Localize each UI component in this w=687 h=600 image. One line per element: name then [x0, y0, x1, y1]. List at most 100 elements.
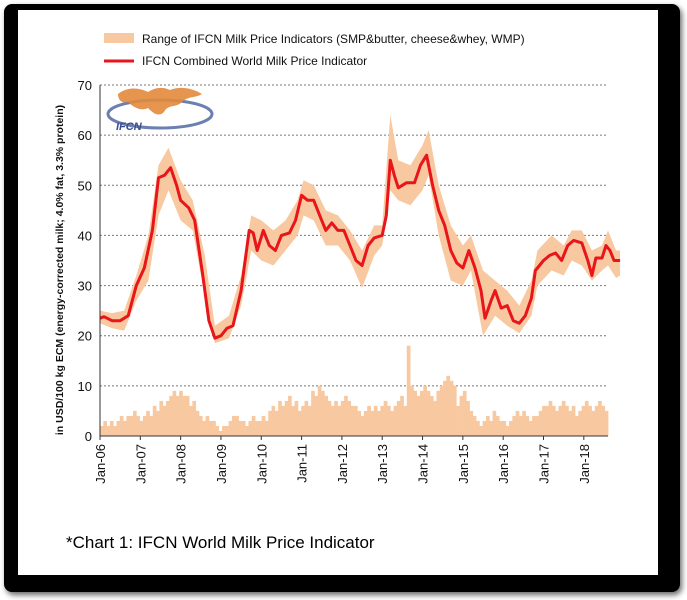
- range-width-bar: [218, 430, 223, 436]
- range-width-bar: [588, 405, 592, 436]
- combined-price-line: [99, 153, 621, 340]
- range-width-bar: [575, 415, 579, 436]
- range-width-bar: [268, 410, 272, 436]
- range-width-bar: [314, 395, 319, 436]
- range-width-bar: [337, 405, 342, 436]
- range-width-bar: [208, 420, 213, 436]
- range-width-bar: [264, 420, 269, 436]
- range-width-bar: [321, 390, 325, 436]
- range-width-bar: [436, 390, 441, 436]
- range-width-bar: [601, 405, 606, 436]
- range-width-bar: [103, 420, 107, 436]
- x-tick-label: Jan-06: [93, 444, 108, 484]
- range-width-bar: [245, 425, 249, 436]
- y-tick-label: 50: [78, 178, 92, 193]
- legend: Range of IFCN Milk Price Indicators (SMP…: [104, 32, 525, 68]
- range-width-bar: [568, 410, 573, 436]
- range-width-bar: [390, 410, 394, 436]
- range-width-bar: [578, 410, 583, 436]
- range-width-bar: [129, 415, 134, 436]
- range-width-bar: [558, 405, 563, 436]
- ifcn-logo: IFCN: [106, 87, 214, 133]
- range-width-bar: [403, 405, 408, 436]
- range-width-bar: [423, 385, 427, 436]
- range-width-bar: [528, 420, 533, 436]
- range-width-bar: [347, 400, 352, 436]
- range-width-bar: [469, 410, 474, 436]
- legend-line-label: IFCN Combined World Milk Price Indicator: [142, 54, 367, 68]
- range-width-bar: [499, 420, 503, 436]
- range-width-bar: [189, 405, 193, 436]
- range-width-bar: [324, 395, 329, 436]
- range-width-bar: [334, 400, 338, 436]
- range-width-bar: [301, 405, 305, 436]
- range-width-bar: [255, 420, 259, 436]
- range-width-bar: [274, 410, 279, 436]
- range-width-bar: [271, 405, 276, 436]
- range-width-bar: [248, 420, 253, 436]
- legend-range-swatch: [104, 33, 134, 43]
- range-width-bar: [195, 410, 200, 436]
- range-width-bar: [542, 405, 546, 436]
- range-width-bar: [505, 425, 510, 436]
- range-width-bar: [495, 415, 500, 436]
- range-width-bar: [393, 405, 398, 436]
- range-width-bar: [594, 405, 599, 436]
- range-width-bar: [532, 415, 536, 436]
- range-width-bar: [429, 395, 434, 436]
- y-tick-label: 60: [78, 128, 92, 143]
- x-tick-label: Jan-13: [375, 444, 390, 484]
- range-width-bar: [360, 415, 365, 436]
- x-tick-label: Jan-07: [133, 444, 148, 484]
- range-width-bar: [327, 400, 332, 436]
- range-width-bar: [380, 405, 385, 436]
- range-width-bar: [512, 415, 517, 436]
- range-width-bar: [604, 410, 609, 436]
- chart-caption: *Chart 1: IFCN World Milk Price Indicato…: [66, 533, 375, 552]
- x-tick-label: Jan-15: [456, 444, 471, 484]
- range-width-bar: [443, 380, 447, 436]
- range-width-bar: [446, 375, 451, 436]
- range-width-bar: [492, 410, 497, 436]
- range-width-bar: [340, 400, 345, 436]
- range-width-bar: [215, 425, 220, 436]
- range-width-bar: [162, 405, 167, 436]
- y-axis-label: in USD/100 kg ECM (energy-corrected milk…: [54, 105, 66, 435]
- range-width-bar: [485, 415, 490, 436]
- range-width-bar: [439, 385, 444, 436]
- range-width-bar: [116, 420, 121, 436]
- range-width-bar: [288, 395, 292, 436]
- range-width-bar: [357, 410, 361, 436]
- range-width-bar: [123, 420, 127, 436]
- axes: [99, 85, 608, 440]
- range-width-bar: [311, 390, 315, 436]
- range-width-bar: [165, 400, 170, 436]
- range-width-bar: [241, 420, 246, 436]
- range-width-bar: [304, 400, 309, 436]
- y-tick-labels: 0 10 20 30 40 50 60 70: [78, 78, 92, 444]
- range-width-bar: [383, 400, 388, 436]
- range-width-bar: [179, 390, 183, 436]
- range-width-bar: [109, 420, 114, 436]
- x-tick-labels: Jan-06 Jan-07 Jan-08 Jan-09 Jan-10 Jan-11 Jan-…: [93, 444, 592, 484]
- range-width-bar: [373, 405, 378, 436]
- range-width-bar: [205, 415, 210, 436]
- range-width-bar: [456, 405, 460, 436]
- range-width-bar: [518, 415, 523, 436]
- range-width-bar: [344, 395, 348, 436]
- range-width-bar: [377, 410, 381, 436]
- range-width-bars: [100, 345, 609, 436]
- range-width-bar: [225, 425, 230, 436]
- range-width-bar: [113, 425, 117, 436]
- range-width-bar: [396, 400, 401, 436]
- legend-range-label: Range of IFCN Milk Price Indicators (SMP…: [142, 32, 525, 46]
- range-width-bar: [132, 410, 137, 436]
- range-width-bar: [462, 390, 467, 436]
- range-width-bar: [426, 390, 431, 436]
- range-width-bar: [330, 405, 335, 436]
- range-width-bar: [169, 395, 173, 436]
- range-width-bar: [598, 400, 602, 436]
- x-tick-label: Jan-14: [416, 444, 431, 484]
- range-width-bar: [535, 415, 540, 436]
- range-width-bar: [136, 415, 140, 436]
